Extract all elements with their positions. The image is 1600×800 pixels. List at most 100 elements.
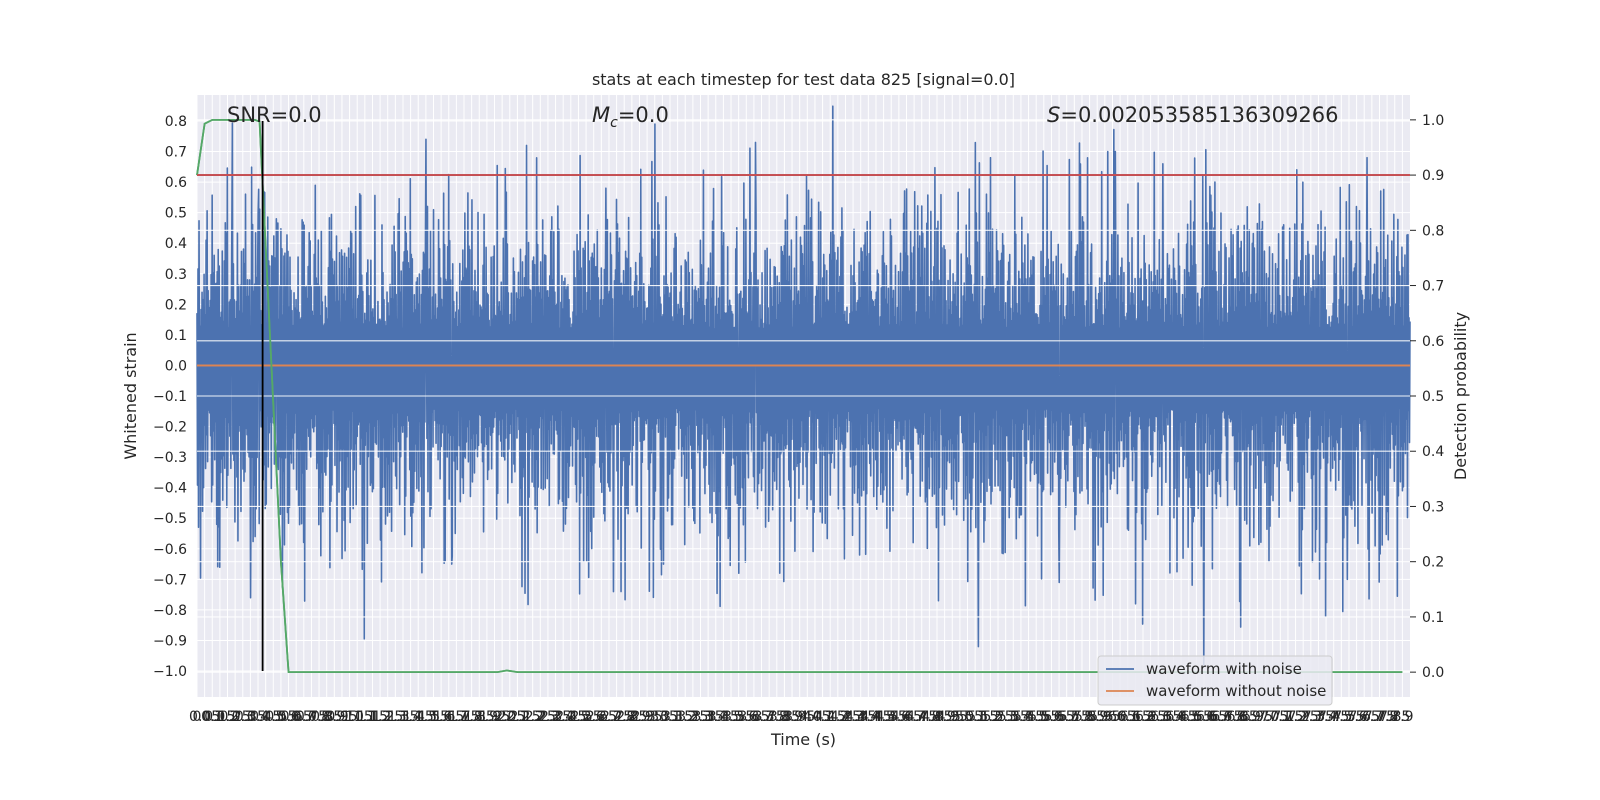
x-tick-label: 5.7 (1056, 709, 1078, 725)
y2-tick-label: 0.3 (1422, 499, 1444, 515)
x-axis-ticks: 00.050.10.150.20.250.30.350.40.450.50.55… (189, 709, 1413, 725)
x-tick-label: 0.55 (265, 709, 296, 725)
x-tick-label: 5.55 (1028, 709, 1059, 725)
x-tick-label: 6.7 (1208, 709, 1230, 725)
x-tick-label: 5 (955, 709, 964, 725)
y-tick-label: −0.1 (153, 389, 187, 405)
x-tick-label: 4.6 (888, 709, 910, 725)
x-tick-label: 3.5 (720, 709, 742, 725)
x-tick-label: 1.6 (430, 709, 452, 725)
x-tick-label: 2.85 (616, 709, 647, 725)
y2-tick-label: 0.1 (1422, 610, 1444, 626)
x-tick-label: 4.8 (918, 709, 940, 725)
y-tick-label: 0.1 (165, 328, 187, 344)
x-tick-label: 1.9 (476, 709, 498, 725)
x-tick-label: 3.85 (769, 709, 800, 725)
x-tick-label: 7.45 (1318, 709, 1349, 725)
x-tick-label: 3.55 (723, 709, 754, 725)
x-tick-label: 6.4 (1162, 709, 1184, 725)
x-tick-label: 3 (650, 709, 659, 725)
x-tick-label: 0.3 (232, 709, 254, 725)
x-tick-label: 6.85 (1227, 709, 1258, 725)
x-tick-label: 3.75 (754, 709, 785, 725)
x-tick-label: 4.5 (872, 709, 894, 725)
x-tick-label: 2.65 (586, 709, 617, 725)
x-tick-label: 0.25 (220, 709, 251, 725)
x-tick-label: 2.9 (628, 709, 650, 725)
x-tick-label: 4.4 (857, 709, 879, 725)
x-tick-label: 1.15 (357, 709, 388, 725)
x-tick-label: 2.5 (567, 709, 589, 725)
x-tick-label: 1.65 (433, 709, 464, 725)
x-tick-label: 1.2 (369, 709, 391, 725)
x-tick-label: 1.55 (418, 709, 449, 725)
x-tick-label: 4.75 (906, 709, 937, 725)
chirp-mass-annotation: Mc=0.0 (592, 103, 669, 131)
x-tick-label: 7 (1261, 709, 1270, 725)
x-tick-label: 5.3 (995, 709, 1017, 725)
x-tick-label: 7.8 (1376, 709, 1398, 725)
x-tick-label: 5.05 (952, 709, 983, 725)
x-tick-label: 6.1 (1117, 709, 1139, 725)
x-tick-label: 3.2 (674, 709, 696, 725)
y2-tick-label: 0.2 (1422, 555, 1444, 571)
y-axis-ticks: 0.8 0.7 0.6 0.5 0.4 0.3 0.2 0.1 0.0 −0.1 −0.2 −0.3 −… (153, 114, 187, 680)
x-tick-label: 0.45 (250, 709, 281, 725)
y-tick-label: −1.0 (153, 664, 187, 680)
x-tick-label: 5.4 (1010, 709, 1032, 725)
x-tick-label: 2.95 (632, 709, 663, 725)
y2-tick-label: 0.0 (1422, 665, 1444, 681)
x-tick-label: 3.05 (647, 709, 678, 725)
series-layer (196, 105, 1411, 674)
x-tick-label: 7.35 (1303, 709, 1334, 725)
x-tick-label: 1.95 (479, 709, 510, 725)
y-tick-label: 0.7 (165, 145, 187, 161)
y-tick-label: −0.5 (153, 511, 187, 527)
x-tick-label: 7.2 (1284, 709, 1306, 725)
y2-tick-label: 0.7 (1422, 279, 1444, 295)
x-tick-label: 4.35 (845, 709, 876, 725)
x-tick-label: 5.85 (1074, 709, 1105, 725)
y-tick-label: 0.0 (165, 358, 187, 374)
x-tick-label: 4.25 (830, 709, 861, 725)
x-tick-label: 1 (345, 709, 354, 725)
x-tick-label: 3.9 (781, 709, 803, 725)
x-tick-label: 7.4 (1315, 709, 1337, 725)
x-tick-label: 6.05 (1105, 709, 1136, 725)
x-tick-label: 0.05 (189, 709, 220, 725)
y-tick-label: 0.6 (165, 175, 187, 191)
x-tick-label: 1.25 (372, 709, 403, 725)
x-tick-label: 1.75 (448, 709, 479, 725)
y-tick-label: 0.3 (165, 267, 187, 283)
x-tick-label: 6.65 (1196, 709, 1227, 725)
x-tick-label: 4.55 (876, 709, 907, 725)
x-tick-label: 2.7 (598, 709, 620, 725)
x-tick-label: 1.45 (403, 709, 434, 725)
snr-annotation: SNR=0.0 (227, 103, 322, 127)
x-tick-label: 3.4 (705, 709, 727, 725)
x-tick-label: 4.85 (921, 709, 952, 725)
x-tick-label: 6.25 (1135, 709, 1166, 725)
x-tick-label: 5.6 (1040, 709, 1062, 725)
y-tick-label: −0.2 (153, 420, 187, 436)
x-tick-label: 4.45 (860, 709, 891, 725)
y2-tick-label: 0.6 (1422, 334, 1444, 350)
x-tick-label: 6.35 (1150, 709, 1181, 725)
y-tick-label: 0.8 (165, 114, 187, 130)
x-tick-label: 1.7 (445, 709, 467, 725)
x-tick-label: 3.25 (677, 709, 708, 725)
x-tick-label: 3.6 (735, 709, 757, 725)
x-tick-label: 2.3 (537, 709, 559, 725)
x-tick-label: 0.95 (326, 709, 357, 725)
x-tick-label: 5.45 (1013, 709, 1044, 725)
y2-tick-label: 0.9 (1422, 168, 1444, 184)
x-tick-label: 4.2 (827, 709, 849, 725)
x-tick-label: 3.65 (738, 709, 769, 725)
y2-tick-label: 0.8 (1422, 223, 1444, 239)
waveform-with-noise-line (196, 105, 1411, 666)
x-tick-label: 2.35 (540, 709, 571, 725)
x-tick-label: 1.05 (342, 709, 373, 725)
x-tick-label: 0.6 (277, 709, 299, 725)
series-overlay-line (196, 118, 1403, 674)
x-tick-label: 1.1 (354, 709, 376, 725)
